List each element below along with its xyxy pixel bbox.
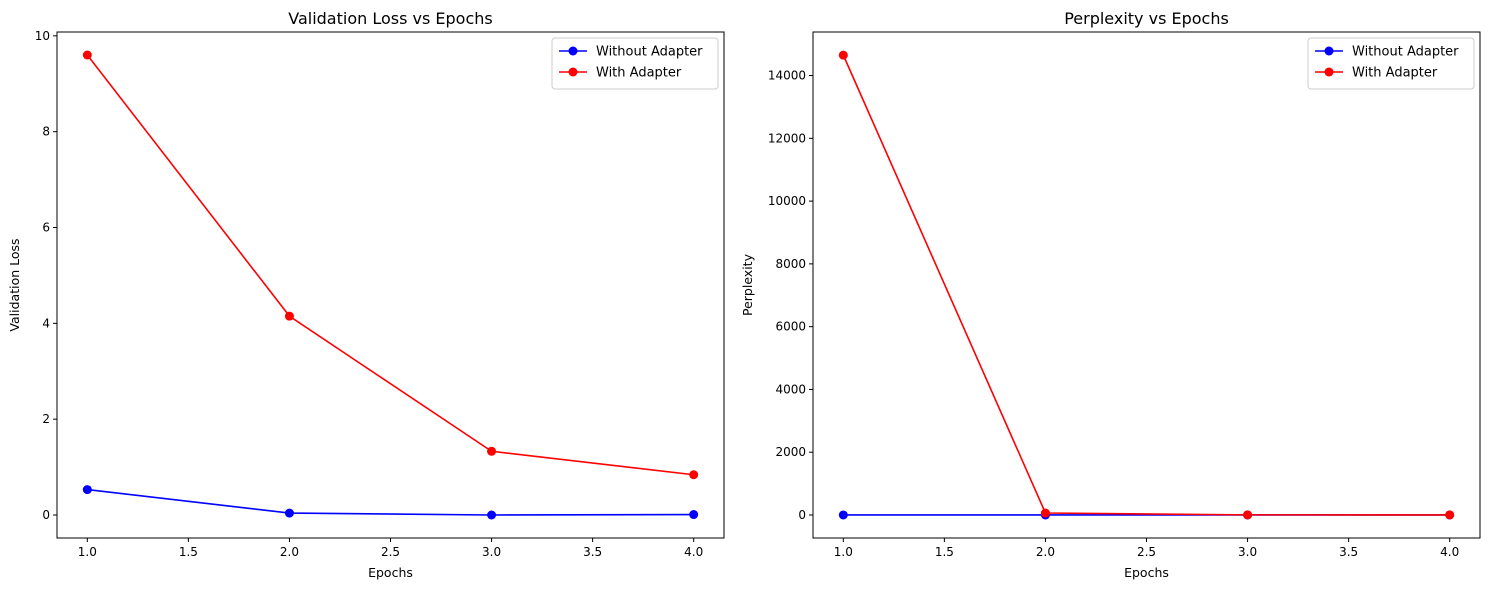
data-point	[689, 470, 699, 480]
data-point	[284, 311, 294, 321]
y-tick-label: 8	[42, 125, 50, 139]
x-tick-label: 2.0	[280, 545, 299, 559]
x-tick-label: 1.0	[78, 545, 97, 559]
y-tick-label: 12000	[768, 131, 806, 145]
legend-label: Without Adapter	[596, 45, 703, 60]
chart-title: Perplexity vs Epochs	[1064, 9, 1229, 28]
x-tick-label: 1.5	[935, 545, 954, 559]
data-point	[82, 50, 92, 60]
x-tick-label: 2.5	[381, 545, 400, 559]
y-axis-label: Perplexity	[740, 253, 755, 316]
y-tick-label: 0	[42, 508, 50, 522]
legend-marker	[1324, 67, 1334, 77]
x-tick-label: 1.5	[179, 545, 198, 559]
y-tick-label: 6000	[775, 320, 806, 334]
series-with-adapter	[82, 50, 699, 480]
x-tick-label: 3.0	[482, 545, 501, 559]
x-tick-label: 1.0	[834, 545, 853, 559]
legend-label: Without Adapter	[1352, 45, 1459, 60]
legend-label: With Adapter	[1352, 66, 1438, 81]
y-tick-label: 8000	[775, 257, 806, 271]
y-tick-label: 10000	[768, 194, 806, 208]
data-point	[284, 508, 294, 518]
data-point	[689, 510, 699, 520]
x-tick-label: 3.5	[1339, 545, 1358, 559]
data-point	[1243, 510, 1253, 520]
legend-marker	[568, 67, 578, 77]
series-line	[86, 54, 694, 476]
plot-frame	[56, 31, 725, 539]
series-without-adapter	[82, 485, 699, 520]
legend-box	[551, 37, 719, 90]
data-point	[487, 446, 497, 456]
y-tick-label: 10	[35, 29, 50, 43]
x-tick-label: 3.0	[1238, 545, 1257, 559]
data-point	[487, 510, 497, 520]
chart-2: Perplexity vs Epochs 1.0 1.5 2.0 2.5 3.0 3.5 4.…	[740, 9, 1481, 580]
y-tick-label: 2	[42, 412, 50, 426]
legend-marker	[568, 46, 578, 56]
legend-box	[1307, 37, 1475, 90]
legend-label: With Adapter	[596, 66, 682, 81]
legend: Without Adapter With Adapter	[551, 37, 719, 90]
x-tick-label: 4.0	[1440, 545, 1459, 559]
y-tick-label: 14000	[768, 69, 806, 83]
data-point	[838, 510, 848, 520]
x-axis-label: Epochs	[368, 565, 413, 580]
chart-1: Validation Loss vs Epochs 1.0 1.5 2.0 2.5 3.0…	[7, 9, 725, 580]
y-tick-label: 4000	[775, 382, 806, 396]
data-point	[1445, 510, 1455, 520]
x-axis-label: Epochs	[1124, 565, 1169, 580]
chart-title: Validation Loss vs Epochs	[288, 9, 493, 28]
x-tick-label: 2.0	[1036, 545, 1055, 559]
data-point	[838, 50, 848, 60]
series-line	[842, 54, 1450, 516]
y-tick-label: 4	[42, 316, 50, 330]
series-with-adapter	[838, 50, 1455, 520]
plot-frame	[812, 31, 1481, 539]
y-tick-label: 0	[798, 508, 806, 522]
y-axis-label: Validation Loss	[7, 238, 22, 331]
legend-marker	[1324, 46, 1334, 56]
y-tick-label: 2000	[775, 445, 806, 459]
x-tick-label: 4.0	[684, 545, 703, 559]
series-line	[87, 488, 694, 516]
legend: Without Adapter With Adapter	[1307, 37, 1475, 90]
x-tick-label: 3.5	[583, 545, 602, 559]
data-point	[82, 485, 92, 495]
x-tick-label: 2.5	[1137, 545, 1156, 559]
y-tick-label: 6	[42, 221, 50, 235]
data-point	[1040, 508, 1050, 518]
